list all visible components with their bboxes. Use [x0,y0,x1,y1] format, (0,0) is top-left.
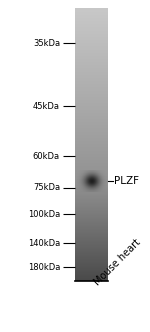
Text: 140kDa: 140kDa [28,238,60,248]
Text: 35kDa: 35kDa [33,39,60,48]
Text: 60kDa: 60kDa [33,151,60,161]
Text: 75kDa: 75kDa [33,183,60,192]
Text: 100kDa: 100kDa [28,209,60,219]
Text: 45kDa: 45kDa [33,102,60,111]
Text: 180kDa: 180kDa [28,263,60,272]
Text: PLZF: PLZF [114,176,139,186]
Text: Mouse heart: Mouse heart [92,237,142,287]
